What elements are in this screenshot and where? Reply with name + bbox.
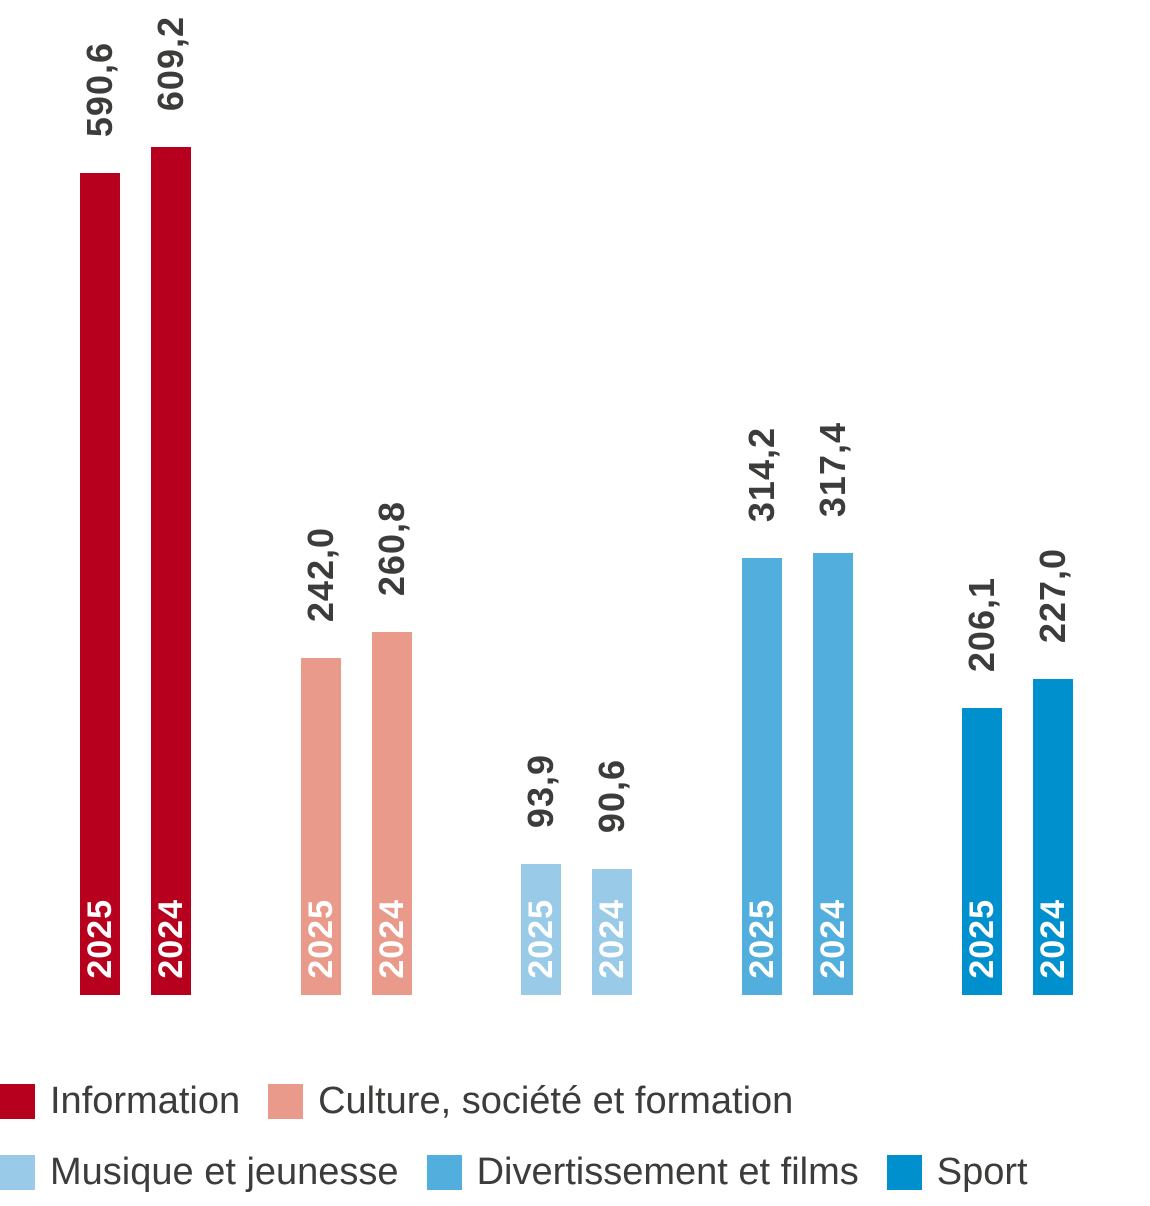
bar-year-label-wrap: 2024: [372, 899, 412, 979]
bar-value-label: 242,0: [299, 526, 341, 622]
bar-value-label: 227,0: [1032, 547, 1073, 643]
bar-year-label: 2024: [813, 899, 852, 979]
bar-year-label: 2025: [742, 899, 781, 979]
bar-value-label: 90,6: [591, 758, 632, 833]
legend-label-musique: Musique et jeunesse: [50, 1151, 399, 1193]
bar-musique-2024: [592, 869, 632, 995]
bar-year-label-wrap: 2024: [1033, 899, 1073, 979]
bar-divertissement-2024: [812, 553, 853, 995]
legend-label-sport: Sport: [936, 1151, 1028, 1193]
bar-year-label-wrap: 2025: [962, 899, 1002, 979]
legend-label-divertissement: Divertissement et films: [476, 1151, 859, 1193]
legend-swatch-sport: [886, 1155, 922, 1190]
bar-year-label: 2025: [81, 899, 119, 979]
legend-swatch-musique: [0, 1155, 35, 1190]
bar-value-label-wrap: 227,0: [1032, 547, 1073, 643]
bar-sport-2025: [962, 708, 1002, 995]
legend-swatch-culture: [268, 1084, 304, 1119]
plot-area: 2025 590,6 2024 609,2 2025 242,0 2024 260,8 2025…: [79, 15, 1073, 995]
bar-value-label: 609,2: [150, 15, 191, 111]
bar-value-label-wrap: 90,6: [591, 758, 632, 833]
bar-year-label-wrap: 2025: [521, 899, 561, 979]
bar-value-label: 314,2: [740, 426, 782, 522]
bar-year-label-wrap: 2025: [742, 899, 782, 979]
bar-sport-2024: [1033, 679, 1073, 995]
legend-swatch-divertissement: [426, 1155, 462, 1190]
bar-value-label-wrap: 260,8: [370, 500, 412, 596]
bar-year-label: 2025: [963, 899, 1001, 979]
bar-culture-2025: [300, 658, 341, 995]
bar-value-label: 93,9: [520, 753, 561, 828]
legend-row-2: Musique et jeunesse Divertissement et fil…: [0, 1151, 1150, 1194]
legend-label-information: Information: [50, 1080, 241, 1122]
bar-musique-2025: [521, 864, 561, 995]
legend-item-divertissement: Divertissement et films: [426, 1151, 859, 1194]
legend-row-1: Information Culture, société et formation: [0, 1080, 1150, 1123]
legend-item-sport: Sport: [886, 1151, 1028, 1194]
bar-value-label-wrap: 93,9: [520, 753, 561, 828]
legend-item-culture: Culture, société et formation: [268, 1080, 793, 1123]
bar-value-label: 317,4: [811, 421, 853, 517]
legend-label-culture: Culture, société et formation: [318, 1080, 794, 1122]
bar-year-label-wrap: 2024: [813, 899, 853, 979]
bar-value-label-wrap: 206,1: [961, 576, 1002, 672]
bar-divertissement-2025: [741, 558, 782, 995]
bar-information-2025: [80, 173, 120, 995]
legend-swatch-information: [0, 1084, 35, 1119]
bar-value-label-wrap: 314,2: [740, 426, 782, 522]
legend-item-musique: Musique et jeunesse: [0, 1151, 399, 1194]
bar-value-label-wrap: 317,4: [811, 421, 853, 517]
bar-culture-2024: [371, 632, 412, 995]
bar-year-label: 2024: [1034, 899, 1072, 979]
bar-value-label: 590,6: [79, 41, 120, 137]
bar-year-label-wrap: 2024: [151, 899, 191, 979]
bar-value-label-wrap: 242,0: [299, 526, 341, 622]
bar-year-label-wrap: 2024: [592, 899, 632, 979]
bar-year-label-wrap: 2025: [80, 899, 120, 979]
bar-year-label: 2024: [593, 899, 631, 979]
bar-information-2024: [151, 147, 191, 995]
legend: Information Culture, société et formation…: [0, 1080, 1150, 1194]
bar-value-label: 260,8: [370, 500, 412, 596]
bar-year-label: 2024: [372, 899, 411, 979]
bar-value-label: 206,1: [961, 576, 1002, 672]
bar-year-label: 2025: [522, 899, 560, 979]
bar-year-label-wrap: 2025: [301, 899, 341, 979]
bar-year-label: 2024: [152, 899, 190, 979]
legend-item-information: Information: [0, 1080, 240, 1123]
bar-year-label: 2025: [301, 899, 340, 979]
bar-value-label-wrap: 590,6: [79, 41, 120, 137]
bar-value-label-wrap: 609,2: [150, 15, 191, 111]
